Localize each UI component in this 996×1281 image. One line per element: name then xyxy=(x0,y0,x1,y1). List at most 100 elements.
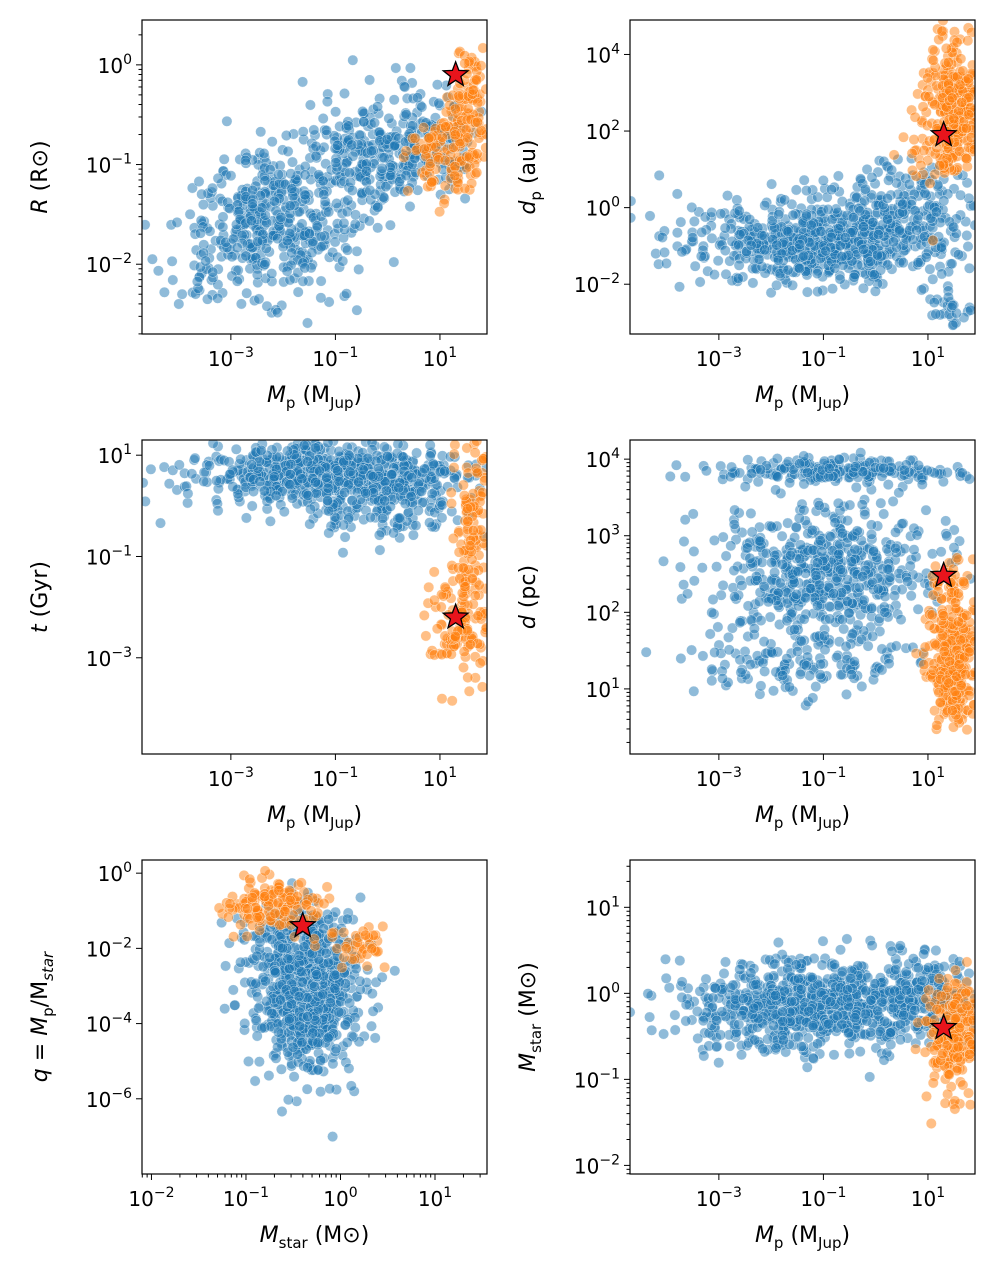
point-blue xyxy=(367,471,379,483)
point-blue xyxy=(219,1003,231,1015)
point-blue xyxy=(835,564,847,576)
point-blue xyxy=(745,507,757,519)
point-orange xyxy=(934,696,946,708)
point-blue xyxy=(876,643,888,655)
point-blue xyxy=(407,529,419,541)
point-orange xyxy=(466,573,478,584)
point-blue xyxy=(241,287,253,299)
point-blue xyxy=(919,187,931,199)
point-blue xyxy=(883,174,895,186)
point-blue xyxy=(287,156,298,168)
point-blue xyxy=(142,477,149,489)
point-orange xyxy=(431,623,443,635)
point-blue xyxy=(315,292,327,304)
point-orange xyxy=(931,719,943,731)
point-blue xyxy=(674,561,686,573)
point-blue xyxy=(142,495,151,507)
point-blue xyxy=(856,633,868,645)
point-blue xyxy=(833,548,845,560)
point-blue xyxy=(844,499,856,511)
point-orange xyxy=(467,84,479,96)
point-blue xyxy=(758,636,770,648)
point-blue xyxy=(706,607,718,619)
point-blue xyxy=(776,530,788,542)
point-blue xyxy=(364,184,376,196)
point-orange xyxy=(942,56,954,68)
point-orange xyxy=(962,35,974,47)
point-blue xyxy=(406,472,418,484)
point-blue xyxy=(741,542,753,554)
point-blue xyxy=(806,524,818,536)
point-orange xyxy=(927,44,939,56)
point-blue xyxy=(346,139,358,151)
point-blue xyxy=(272,169,284,181)
point-blue xyxy=(246,198,258,210)
point-blue xyxy=(736,579,748,591)
y-tick-label: 102 xyxy=(586,599,620,625)
point-blue xyxy=(712,255,724,267)
point-blue xyxy=(166,255,178,267)
point-blue xyxy=(883,658,895,670)
point-blue xyxy=(230,443,242,455)
point-blue xyxy=(158,286,170,298)
point-blue xyxy=(726,461,738,473)
point-blue xyxy=(764,611,776,623)
point-blue xyxy=(814,535,826,546)
point-blue xyxy=(771,279,783,291)
point-blue xyxy=(318,189,330,201)
point-orange xyxy=(955,680,967,691)
point-blue xyxy=(272,307,284,318)
point-blue xyxy=(253,293,265,305)
point-blue xyxy=(911,529,923,541)
point-blue xyxy=(720,268,732,280)
point-blue xyxy=(704,628,716,640)
point-blue xyxy=(890,526,902,538)
y-tick-label: 104 xyxy=(586,41,620,67)
point-blue xyxy=(376,971,388,983)
point-orange xyxy=(943,677,955,689)
point-blue xyxy=(676,246,688,258)
point-blue xyxy=(777,669,789,681)
point-blue xyxy=(706,663,718,675)
point-blue xyxy=(225,170,237,182)
point-blue xyxy=(810,570,822,582)
point-blue xyxy=(383,112,395,124)
point-blue xyxy=(659,246,670,258)
point-orange xyxy=(423,132,435,144)
point-blue xyxy=(729,591,741,603)
point-blue xyxy=(825,531,837,543)
point-blue xyxy=(849,461,861,473)
point-blue xyxy=(777,558,788,570)
point-blue xyxy=(940,515,952,527)
point-orange xyxy=(471,116,483,128)
point-blue xyxy=(416,101,428,113)
point-blue xyxy=(847,628,858,640)
point-blue xyxy=(412,505,424,516)
point-blue xyxy=(744,552,756,564)
point-blue xyxy=(664,470,676,482)
point-blue xyxy=(800,592,812,604)
point-blue xyxy=(700,465,712,477)
point-orange xyxy=(474,657,486,669)
point-orange xyxy=(435,601,447,613)
point-orange xyxy=(471,74,483,86)
point-blue xyxy=(908,544,920,556)
point-orange xyxy=(471,167,483,179)
point-orange xyxy=(898,131,909,143)
point-orange xyxy=(918,145,930,156)
point-blue xyxy=(964,473,975,485)
point-blue xyxy=(332,139,343,151)
point-blue xyxy=(369,1032,381,1044)
point-blue xyxy=(856,499,868,511)
point-blue xyxy=(286,183,298,195)
point-orange xyxy=(459,183,471,195)
point-blue xyxy=(725,540,737,552)
point-orange xyxy=(926,609,938,621)
point-blue xyxy=(824,613,836,625)
point-blue xyxy=(762,596,774,608)
point-orange xyxy=(438,197,450,209)
point-blue xyxy=(836,196,848,207)
point-blue xyxy=(229,999,241,1011)
point-blue xyxy=(207,182,218,194)
